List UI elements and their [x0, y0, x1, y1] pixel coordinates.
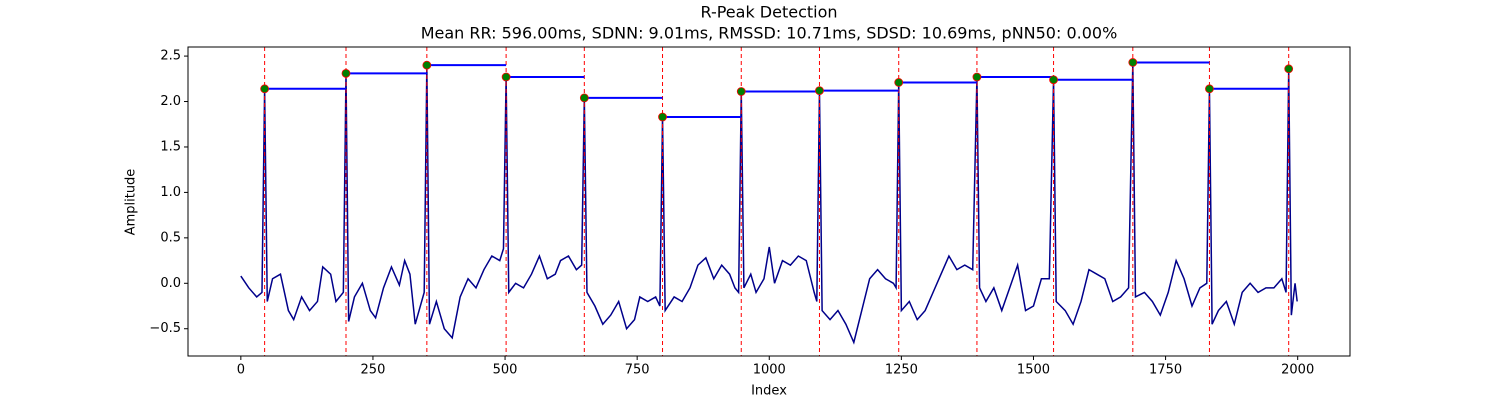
peak-point: [894, 78, 904, 87]
y-tick-label: 1.5: [160, 139, 181, 154]
x-tick-label: 1250: [885, 363, 918, 378]
peak-point: [1205, 84, 1214, 94]
x-tick-label: 1000: [753, 363, 786, 378]
peak-point: [341, 68, 351, 78]
peak-point: [815, 86, 824, 96]
y-tick-label: −0.5: [149, 321, 181, 336]
x-axis-label: Index: [751, 384, 787, 399]
chart-subtitle: Mean RR: 596.00ms, SDNN: 9.01ms, RMSSD: …: [421, 24, 1118, 43]
x-tick-label: 1750: [1149, 363, 1182, 378]
x-tick-label: 750: [625, 363, 650, 378]
peak-point: [736, 87, 746, 96]
chart-title: R-Peak Detection: [700, 3, 837, 22]
peak-point: [1284, 64, 1294, 74]
peak-point: [972, 72, 982, 82]
peak-point: [260, 84, 270, 94]
peak-point: [1128, 58, 1138, 67]
y-tick-label: 2.0: [160, 94, 181, 109]
plot-frame: [187, 46, 1351, 357]
signal-line: [240, 62, 1298, 345]
peak-point: [1049, 75, 1058, 85]
y-tick-label: 1.0: [160, 185, 181, 200]
y-tick-label: 2.5: [160, 49, 181, 64]
y-axis-label: Amplitude: [124, 169, 139, 236]
peak-point: [579, 93, 589, 103]
x-tick-label: 0: [237, 363, 245, 378]
x-tick-label: 250: [361, 363, 386, 378]
x-tick-label: 2000: [1281, 363, 1314, 378]
x-tick-label: 500: [493, 363, 518, 378]
y-tick-label: 0.0: [160, 276, 181, 291]
x-tick-label: 1500: [1017, 363, 1050, 378]
peak-point: [501, 72, 511, 82]
peak-point: [422, 60, 432, 70]
y-tick-label: 0.5: [160, 230, 181, 245]
peak-point: [658, 112, 667, 122]
